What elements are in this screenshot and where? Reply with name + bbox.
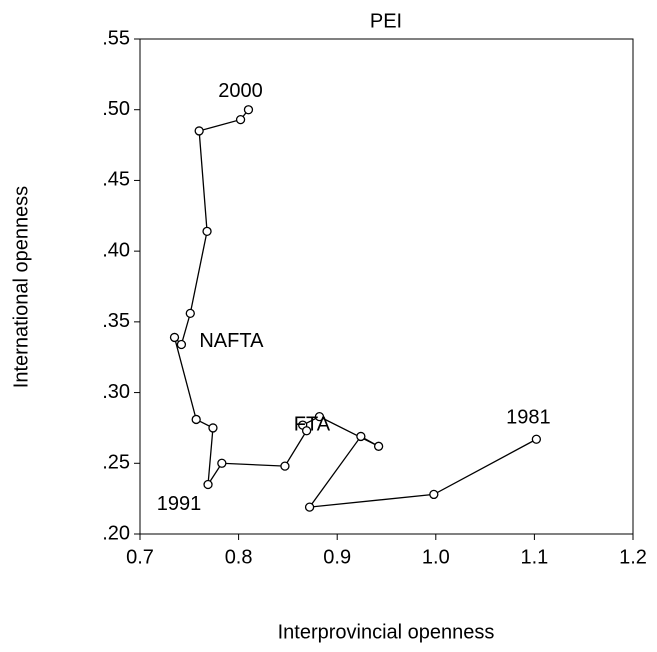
y-tick-label: .55: [102, 27, 130, 49]
x-tick-label: 1.2: [619, 546, 647, 568]
x-tick-label: 1.1: [520, 546, 548, 568]
point: [217, 458, 227, 468]
point: [243, 105, 254, 115]
point: [208, 423, 218, 433]
chart-title: PEI: [370, 10, 402, 32]
y-tick-label: .30: [102, 381, 130, 403]
point: [356, 431, 366, 442]
point: [304, 502, 315, 512]
x-tick-label: 0.9: [323, 546, 351, 568]
point: [169, 332, 180, 343]
plot-frame: [139, 38, 634, 535]
point-label: 1981: [506, 407, 551, 429]
connecting-line: [173, 109, 537, 508]
point: [203, 479, 213, 490]
point: [280, 461, 290, 471]
y-tick-label: .40: [102, 239, 130, 261]
point-label: 2000: [218, 80, 263, 102]
point: [185, 308, 195, 319]
y-tick-label: .50: [102, 98, 130, 120]
x-tick-label: 0.7: [126, 546, 154, 568]
point: [235, 114, 246, 125]
point: [531, 434, 542, 444]
point: [202, 226, 212, 236]
x-tick-label: 1.0: [422, 546, 450, 568]
y-tick-label: .45: [102, 169, 130, 191]
point: [191, 414, 201, 425]
x-tick-label: 0.8: [225, 546, 253, 568]
x-axis-label: Interprovincial openness: [278, 621, 495, 643]
point-label: NAFTA: [199, 330, 264, 352]
point: [429, 489, 439, 500]
point: [194, 126, 204, 136]
point: [176, 339, 187, 350]
point-label: 1991: [157, 493, 202, 515]
y-tick-label: .20: [102, 522, 130, 544]
point-label: FTA: [294, 413, 331, 435]
point: [373, 441, 384, 451]
point: [314, 411, 325, 422]
y-axis-label: International openness: [10, 186, 32, 388]
y-tick-label: .25: [102, 452, 130, 474]
y-tick-label: .35: [102, 310, 130, 332]
point: [301, 426, 312, 436]
